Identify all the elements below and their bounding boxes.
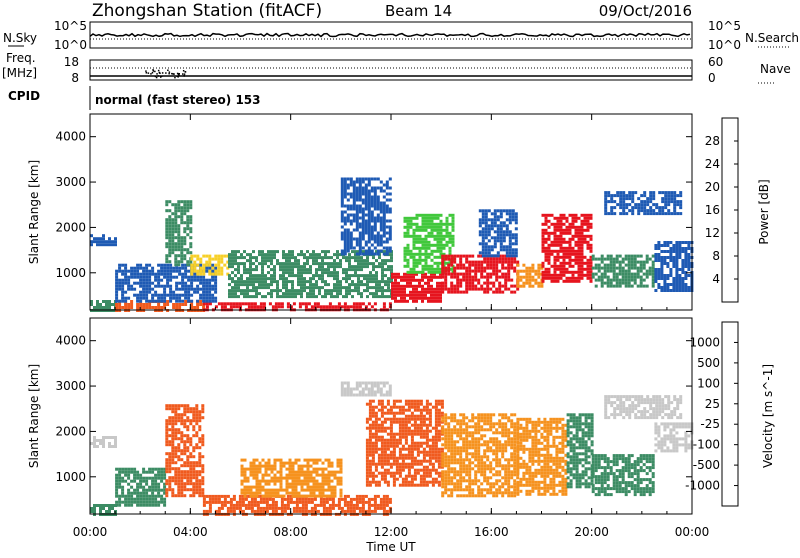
colorbar-tick-label: 1000 bbox=[689, 335, 720, 349]
noise-sky-line bbox=[90, 34, 690, 37]
colorbar-tick-label: 500 bbox=[697, 356, 720, 370]
velocity-panel: 1000 2000 3000 4000 Slant Range [km] 1000 50… bbox=[27, 318, 775, 516]
colorbar-tick-label: 28 bbox=[705, 134, 720, 148]
power-heatmap bbox=[90, 178, 693, 313]
colorbar-tick-label: 4 bbox=[712, 272, 720, 286]
freq-label-top: Freq. bbox=[6, 51, 36, 65]
nave-right-tick-bottom: 0 bbox=[708, 71, 716, 85]
echo-region bbox=[391, 273, 442, 303]
power-colorbar: 4 8 12 16 20 24 28 bbox=[705, 118, 738, 302]
echo-region bbox=[654, 241, 693, 292]
freq-left-tick-top: 18 bbox=[64, 55, 79, 69]
y-tick-label: 4000 bbox=[55, 130, 86, 144]
time-tick-label: 00:00 bbox=[73, 525, 108, 539]
echo-region bbox=[90, 234, 117, 246]
velocity-colorbar: 1000 500 100 25 -25 -100 -500 -1000 bbox=[685, 322, 738, 506]
power-colorbar-label: Power [dB] bbox=[757, 179, 771, 244]
cpid-text: normal (fast stereo) 153 bbox=[95, 93, 261, 107]
echo-region bbox=[203, 495, 392, 516]
echo-region bbox=[228, 250, 393, 298]
echo-region bbox=[516, 264, 543, 288]
power-ylabel: Slant Range [km] bbox=[27, 160, 41, 264]
echo-region bbox=[592, 255, 655, 288]
noise-left-tick-top: 10^5 bbox=[54, 19, 87, 33]
velocity-ylabel: Slant Range [km] bbox=[27, 364, 41, 468]
freq-label-bottom: [MHz] bbox=[2, 66, 37, 80]
time-tick-label: 08:00 bbox=[273, 525, 308, 539]
nave-scatter bbox=[145, 69, 186, 78]
echo-region bbox=[592, 454, 655, 496]
time-tick-label: 04:00 bbox=[173, 525, 208, 539]
colorbar-tick-label: 24 bbox=[705, 157, 720, 171]
beam-label: Beam 14 bbox=[385, 2, 452, 20]
echo-region bbox=[404, 214, 455, 274]
echo-region bbox=[165, 200, 192, 266]
time-tick-label: 20:00 bbox=[574, 525, 609, 539]
echo-region bbox=[441, 255, 519, 294]
colorbar-tick-label: 100 bbox=[697, 376, 720, 390]
time-axis-label: Time UT bbox=[365, 540, 416, 554]
y-tick-label: 3000 bbox=[55, 175, 86, 189]
noise-right-tick-top: 10^5 bbox=[708, 19, 741, 33]
freq-panel: Freq. [MHz] 18 8 60 0 Nave bbox=[2, 51, 791, 85]
colorbar-tick-label: 20 bbox=[705, 180, 720, 194]
noise-right-tick-bottom: 10^0 bbox=[708, 38, 741, 52]
echo-region bbox=[542, 214, 593, 283]
echo-region bbox=[604, 395, 682, 419]
echo-region bbox=[441, 413, 519, 497]
echo-region bbox=[604, 191, 682, 215]
time-tick-label: 00:00 bbox=[675, 525, 710, 539]
y-tick-label: 2000 bbox=[55, 220, 86, 234]
y-tick-label: 1000 bbox=[55, 470, 86, 484]
station-title: Zhongshan Station (fitACF) bbox=[92, 1, 322, 21]
colorbar-tick-label: 12 bbox=[705, 226, 720, 240]
colorbar-tick-label: -100 bbox=[693, 438, 720, 452]
echo-region bbox=[516, 418, 567, 496]
echo-region bbox=[654, 422, 693, 452]
velocity-heatmap bbox=[90, 382, 693, 517]
noise-left-tick-bottom: 10^0 bbox=[54, 38, 87, 52]
echo-region bbox=[341, 178, 392, 256]
freq-left-tick-bottom: 8 bbox=[71, 71, 79, 85]
cpid-label: CPID bbox=[8, 89, 40, 103]
y-tick-label: 4000 bbox=[55, 334, 86, 348]
noise-left-label: N.Sky bbox=[3, 31, 37, 45]
date-label: 09/Oct/2016 bbox=[599, 2, 692, 20]
colorbar-tick-label: 16 bbox=[705, 203, 720, 217]
colorbar-tick-label: -1000 bbox=[685, 479, 720, 493]
colorbar-tick-label: -25 bbox=[700, 417, 720, 431]
echo-region bbox=[479, 209, 518, 257]
echo-region bbox=[341, 382, 392, 397]
y-tick-label: 2000 bbox=[55, 424, 86, 438]
noise-panel: N.Sky 10^5 10^0 10^5 10^0 N.Search bbox=[3, 19, 799, 52]
echo-region bbox=[241, 459, 343, 498]
colorbar-tick-label: -500 bbox=[693, 458, 720, 472]
velocity-colorbar-label: Velocity [m s^-1] bbox=[761, 364, 775, 468]
echo-region bbox=[165, 404, 204, 497]
echo-region bbox=[90, 436, 117, 448]
colorbar-tick-label: 25 bbox=[705, 397, 720, 411]
y-tick-label: 1000 bbox=[55, 266, 86, 280]
time-tick-label: 12:00 bbox=[374, 525, 409, 539]
time-tick-label: 16:00 bbox=[474, 525, 509, 539]
echo-region bbox=[115, 468, 166, 507]
y-tick-label: 3000 bbox=[55, 379, 86, 393]
colorbar-tick-label: 8 bbox=[712, 249, 720, 263]
nave-right-tick-top: 60 bbox=[708, 55, 723, 69]
echo-region bbox=[190, 255, 229, 276]
echo-region bbox=[366, 400, 444, 487]
echo-region bbox=[567, 413, 594, 488]
nave-label: Nave bbox=[760, 62, 791, 76]
power-panel: 1000 2000 3000 4000 Slant Range [km] 4 8 12 16… bbox=[27, 114, 771, 312]
noise-right-label: N.Search bbox=[745, 31, 799, 45]
